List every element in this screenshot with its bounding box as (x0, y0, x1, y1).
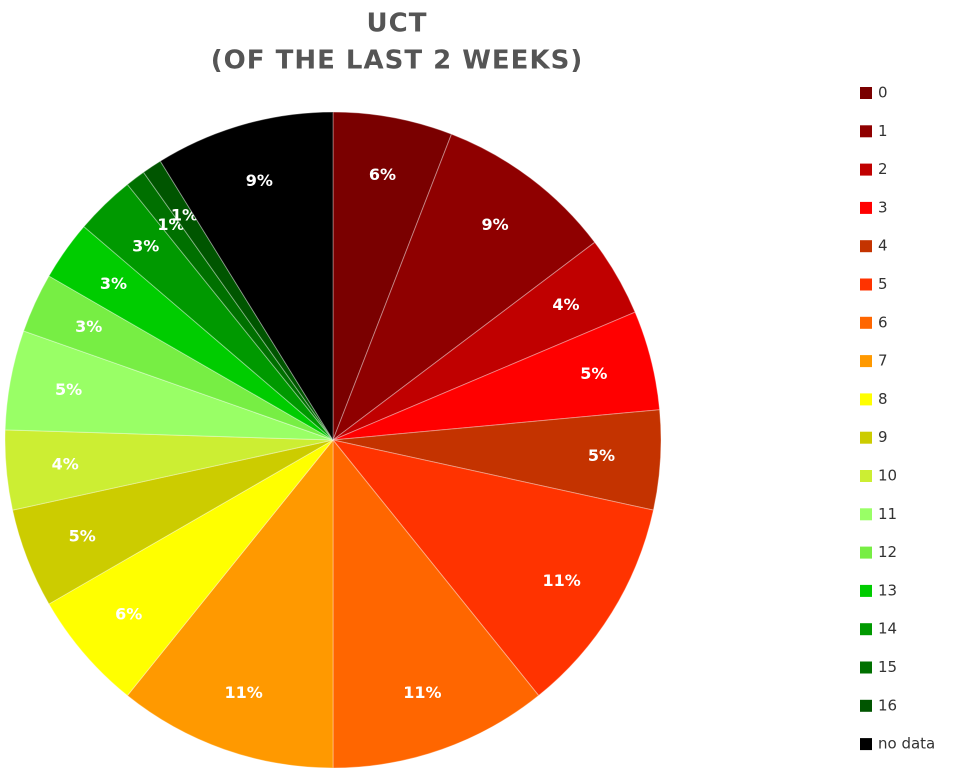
legend-swatch (860, 661, 872, 674)
legend-label: 5 (878, 275, 888, 293)
legend-label: 8 (878, 390, 888, 408)
legend-label: 7 (878, 352, 888, 370)
pie-slice (159, 111, 334, 442)
legend-label: 15 (878, 658, 897, 676)
legend-label: 11 (878, 505, 897, 523)
legend-swatch (860, 278, 872, 291)
legend-swatch (860, 508, 872, 521)
pie-slice (332, 438, 540, 769)
legend-label: 16 (878, 696, 897, 714)
slice-label: 11% (224, 683, 262, 702)
pie-slice (4, 429, 334, 511)
slice-label: 11% (543, 571, 581, 590)
pie-slice (48, 225, 334, 441)
legend-label: 6 (878, 313, 888, 331)
slice-label: 5% (588, 446, 615, 465)
slice-label: 3% (100, 274, 127, 293)
slice-label: 3% (132, 236, 159, 255)
slice-label: 5% (580, 364, 607, 383)
pie-slice (142, 160, 334, 441)
slice-label: 5% (69, 527, 96, 546)
pie-slice (4, 330, 334, 441)
slice-label: 3% (75, 317, 102, 336)
legend-swatch (860, 125, 872, 138)
slice-label: 5% (55, 380, 82, 399)
chart-subtitle: (OF THE LAST 2 WEEKS) (211, 46, 583, 76)
pie-slice (332, 311, 661, 441)
legend-label: 4 (878, 237, 888, 255)
legend-label: 9 (878, 428, 888, 446)
legend-swatch (860, 316, 872, 329)
pie-slice (332, 409, 662, 511)
legend-label: 13 (878, 581, 897, 599)
legend-swatch (860, 355, 872, 368)
legend-swatch (860, 87, 872, 99)
legend-label: 10 (878, 467, 897, 485)
legend-label: 2 (878, 160, 888, 178)
slice-label: 9% (481, 215, 508, 234)
slice-label: 11% (403, 683, 441, 702)
legend-label: no data (878, 735, 935, 753)
pie-slice (332, 241, 636, 441)
legend-swatch (860, 163, 872, 176)
pie-slice (331, 133, 596, 442)
pie-slice (331, 439, 655, 697)
legend-swatch (860, 738, 872, 751)
legend-swatch (860, 470, 872, 482)
legend-label: 1 (878, 122, 888, 140)
legend-swatch (860, 431, 872, 444)
pie-slice (126, 438, 334, 769)
legend-label: 3 (878, 198, 888, 216)
legend-label: 12 (878, 543, 897, 561)
legend-label: 0 (878, 84, 888, 102)
legend-swatch (860, 584, 872, 597)
legend-swatch (860, 623, 872, 636)
slice-label: 6% (115, 604, 142, 623)
legend-label: 14 (878, 620, 897, 638)
legend-swatch (860, 393, 872, 406)
pie-slice (48, 439, 334, 697)
legend-swatch (860, 201, 872, 214)
chart-title: UCT (367, 9, 428, 39)
slice-label: 4% (52, 454, 79, 473)
pie-slice (23, 275, 334, 441)
legend-swatch (860, 546, 872, 559)
slice-label: 9% (246, 171, 273, 190)
pie-slice (332, 111, 453, 441)
pie-slice (83, 183, 334, 441)
legend-swatch (860, 240, 872, 253)
slice-label: 4% (552, 295, 579, 314)
pie-slice (11, 439, 334, 605)
pie-slice (126, 171, 334, 441)
slice-label: 6% (369, 165, 396, 184)
legend-swatch (860, 699, 872, 712)
